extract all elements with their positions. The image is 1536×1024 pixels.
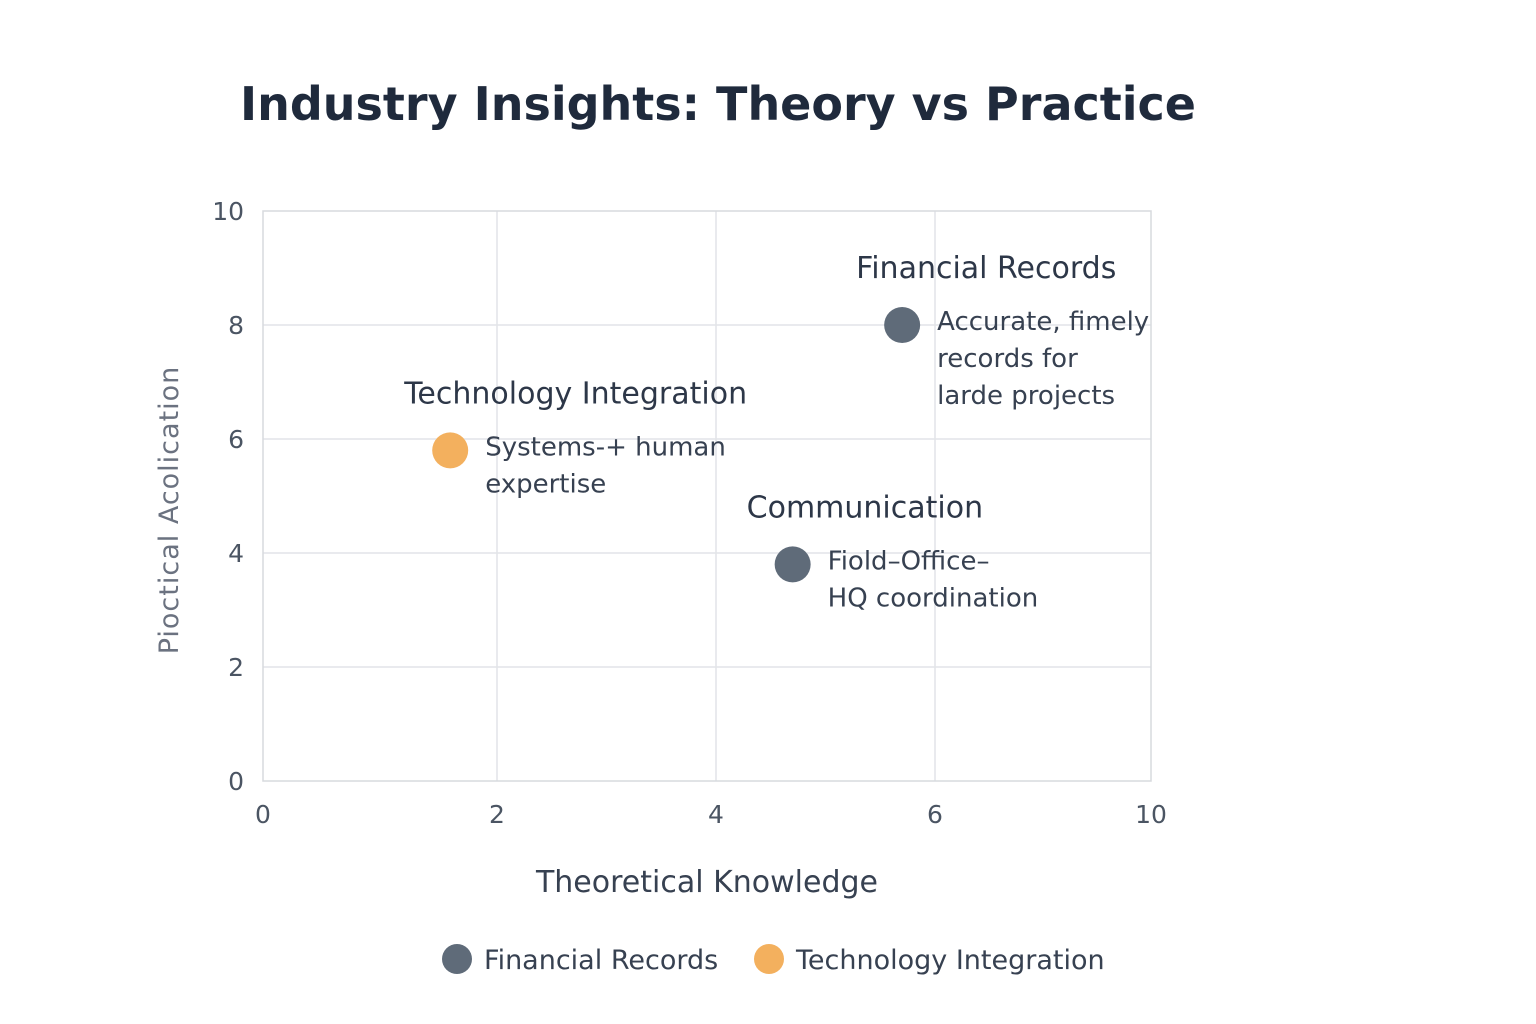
x-tick-label: 6: [927, 800, 943, 829]
point-description: larde projects: [937, 381, 1115, 411]
chart-title: Industry Insights: Theory vs Practice: [240, 77, 1196, 131]
point-description: Accurate, fimely: [937, 307, 1149, 337]
legend: Financial Records Technology Integration: [442, 944, 1105, 976]
point-description: Systems-+ human: [485, 432, 726, 462]
legend-label: Financial Records: [484, 945, 718, 976]
data-point: [774, 546, 811, 583]
point-description: Fiold–Office–: [828, 546, 990, 576]
legend-marker: [754, 944, 784, 974]
point-description: HQ coordination: [828, 583, 1039, 613]
grid-layer: [263, 211, 1151, 781]
point-layer: Financial Records Accurate, fimely records…: [403, 251, 1149, 613]
point-label: Communication: [747, 490, 983, 525]
y-tick-label: 8: [228, 311, 244, 340]
y-tick-label: 0: [228, 767, 244, 796]
x-tick-label: 4: [708, 800, 724, 829]
data-point: [884, 307, 921, 343]
x-tick-label: 0: [255, 800, 271, 829]
data-point: [432, 432, 469, 469]
plot-frame: [262, 210, 1152, 782]
legend-marker: [442, 944, 472, 974]
point-label: Financial Records: [856, 251, 1116, 286]
x-tick-label: 2: [489, 800, 505, 829]
y-tick-label: 10: [212, 197, 244, 226]
x-axis-label: Theoretical Knowledge: [535, 865, 878, 900]
tick-layer: 0 2 4 6 10 0 2 4 6 8 10: [212, 197, 1167, 829]
y-axis-label: Pioctical Acolication: [154, 366, 185, 655]
point-description: records for: [937, 344, 1078, 374]
y-tick-label: 4: [228, 539, 244, 568]
y-tick-label: 2: [228, 653, 244, 682]
y-tick-label: 6: [228, 425, 244, 454]
x-tick-label: 10: [1135, 800, 1167, 829]
legend-label: Technology Integration: [795, 945, 1105, 976]
point-description: expertise: [485, 469, 606, 499]
point-label: Technology Integration: [403, 376, 747, 411]
